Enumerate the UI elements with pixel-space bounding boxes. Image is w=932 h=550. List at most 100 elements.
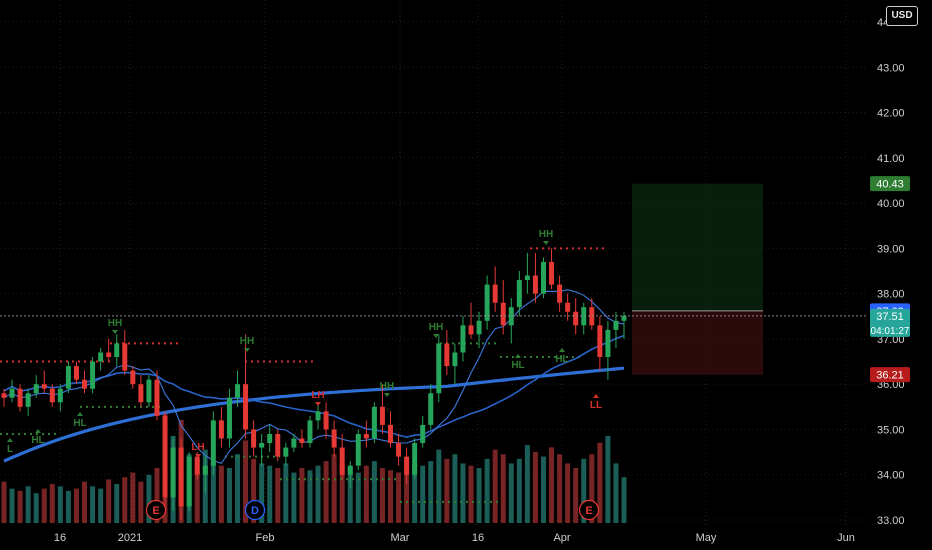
candle-body (565, 302, 571, 312)
x-tick-label: Jun (837, 532, 855, 544)
price-axis[interactable]: 33.00 34.00 35.00 36.00 37.00 38.00 39.00 40.00… (877, 17, 905, 527)
candle-body (138, 384, 144, 403)
volume-bar (468, 465, 474, 523)
volume-bar (428, 461, 434, 523)
candle-body (597, 325, 603, 358)
pivot-label: HH (429, 322, 443, 333)
candle-body (49, 388, 55, 403)
currency-badge[interactable]: USD (886, 6, 918, 26)
volume-bar (549, 447, 555, 523)
volume-bar (621, 477, 627, 523)
volume-bar (49, 484, 55, 523)
volume-bar (363, 465, 369, 523)
candle-body (589, 307, 595, 326)
candle-body (41, 384, 47, 389)
volume-bar (25, 486, 31, 523)
pivot-marker (593, 394, 599, 398)
volume-bar (307, 470, 313, 523)
volume-bar (283, 463, 289, 523)
y-tick-label: 39.00 (877, 243, 905, 255)
event-marker-circle (145, 499, 167, 521)
candle-body (468, 325, 474, 335)
volume-bar (516, 458, 522, 523)
volume-bar (589, 454, 595, 523)
moving-average-mid (3, 334, 625, 438)
pivot-label: L (7, 444, 13, 455)
candle-body (404, 456, 410, 475)
volume-bar (315, 465, 321, 523)
volume-bar (73, 488, 79, 523)
volume-bar (194, 458, 200, 523)
volume-bar (532, 451, 538, 523)
x-tick-label: Apr (553, 532, 570, 544)
volume-bar (508, 463, 514, 523)
y-tick-label: 34.00 (877, 470, 905, 482)
volume-bar (379, 468, 385, 523)
candle-body (243, 384, 249, 430)
volume-bar (154, 468, 160, 523)
candle-body (581, 307, 587, 326)
volume-bar (275, 468, 281, 523)
price-tag-stop: 36.21 (870, 367, 910, 383)
y-tick-label: 33.00 (877, 515, 905, 527)
candle-body (331, 429, 337, 448)
candle-body (621, 315, 627, 321)
price-tag-bg (870, 176, 910, 192)
pivot-marker (515, 354, 521, 358)
grid (0, 0, 866, 528)
pivot-marker (543, 241, 549, 245)
volume-bar (146, 474, 152, 523)
volume-bar (291, 472, 297, 523)
candle-body (1, 393, 7, 398)
candle-body (218, 420, 224, 439)
candle-body (452, 352, 458, 367)
volume-bar (98, 488, 104, 523)
candle-body (557, 284, 563, 303)
candle-body (194, 456, 200, 475)
moving-average-short (3, 289, 625, 465)
pivot-marker (7, 438, 13, 442)
candle-body (9, 388, 15, 398)
price-tag-value: 40.43 (876, 179, 904, 191)
candle-body (106, 352, 112, 358)
y-tick-label: 38.00 (877, 289, 905, 301)
pivot-marker (35, 429, 41, 433)
volume-bar (114, 484, 120, 523)
pivot-marker (433, 334, 439, 338)
candle-body (82, 379, 88, 389)
time-axis[interactable]: 16 2021 Feb Mar 16 Apr May Jun (54, 532, 855, 544)
volume-bar (371, 461, 377, 523)
candle-body (323, 411, 329, 430)
candle-body (492, 284, 498, 303)
candle-body (573, 311, 579, 326)
candle-body (299, 438, 305, 444)
candle-body (549, 261, 555, 285)
moving-average-long (3, 366, 625, 463)
volume-bar (581, 458, 587, 523)
moving-averages (3, 289, 625, 465)
y-tick-label: 41.00 (877, 153, 905, 165)
volume-bar (33, 493, 39, 523)
pivot-label: HH (240, 336, 254, 347)
candle-body (267, 433, 273, 444)
pivot-marker (315, 402, 321, 406)
position-zone (632, 183, 763, 375)
last-price-line (0, 310, 866, 317)
y-tick-label: 42.00 (877, 108, 905, 120)
price-tag-target: 40.43 (870, 176, 910, 192)
price-tag-value: 36.21 (876, 370, 904, 382)
candle-body (540, 261, 546, 294)
volume-bar (1, 481, 7, 523)
volume-bar (492, 449, 498, 523)
event-marker-label: E (152, 505, 159, 517)
candle-body (65, 366, 71, 389)
volume-bar (412, 463, 418, 523)
candle-body (307, 420, 313, 444)
profit-zone (632, 183, 763, 311)
pivot-marker (559, 348, 565, 352)
candle-body (428, 393, 434, 425)
candle-body (90, 361, 96, 389)
